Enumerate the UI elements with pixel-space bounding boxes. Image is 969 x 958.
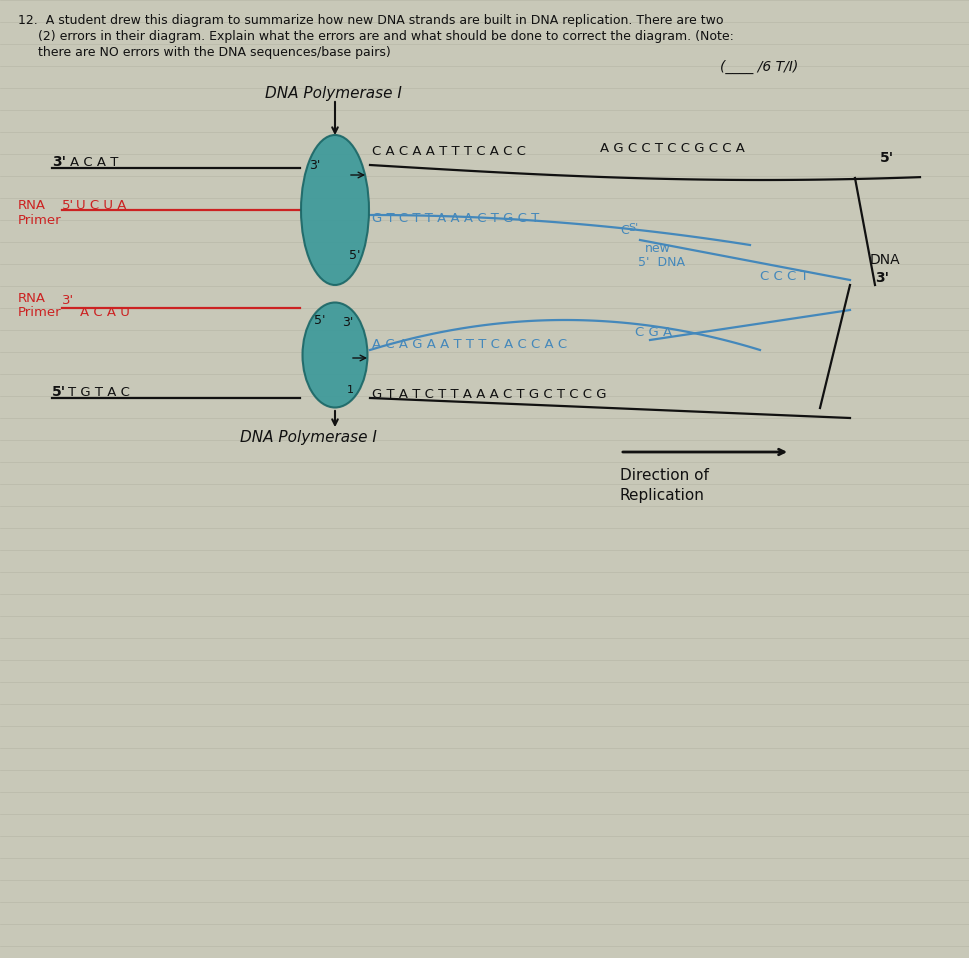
Text: A C A U: A C A U [80,306,130,318]
Text: 3': 3' [52,155,66,169]
Text: Direction of: Direction of [620,468,709,483]
Text: A C A G A A T T T C A C C A C: A C A G A A T T T C A C C A C [372,337,567,351]
Text: RNA: RNA [18,198,46,212]
Text: C A C A A T T T C A C C: C A C A A T T T C A C C [372,145,526,158]
Text: C G A: C G A [635,326,672,338]
Text: 5': 5' [349,248,360,262]
Text: 5': 5' [880,151,894,165]
Ellipse shape [301,135,369,285]
Text: 5'  DNA: 5' DNA [638,256,685,268]
Text: Primer: Primer [18,307,62,320]
Text: G T C T T A A A C T G C T: G T C T T A A A C T G C T [372,212,540,224]
Text: 3': 3' [875,271,889,285]
Text: T G T A C: T G T A C [68,385,130,399]
Text: 5': 5' [52,385,66,399]
Text: 3': 3' [62,293,74,307]
Text: C C C T: C C C T [760,270,808,284]
Text: 1: 1 [347,385,354,395]
Text: RNA: RNA [18,291,46,305]
Ellipse shape [302,303,367,407]
Text: DNA Polymerase I: DNA Polymerase I [240,430,377,445]
Text: Replication: Replication [620,488,704,503]
Text: DNA: DNA [870,253,900,267]
Text: 3': 3' [342,315,354,329]
Text: there are NO errors with the DNA sequences/base pairs): there are NO errors with the DNA sequenc… [18,46,391,59]
Text: 5': 5' [314,313,326,327]
Text: 3': 3' [309,158,321,171]
Text: 12.  A student drew this diagram to summarize how new DNA strands are built in D: 12. A student drew this diagram to summa… [18,14,724,27]
Text: new: new [645,241,671,255]
Text: U C U A: U C U A [76,198,126,212]
Text: Primer: Primer [18,214,62,226]
Text: A C A T: A C A T [70,155,118,169]
Text: C: C [620,223,629,237]
Text: (2) errors in their diagram. Explain what the errors are and what should be done: (2) errors in their diagram. Explain wha… [18,30,734,43]
Text: S': S' [628,223,639,233]
Text: DNA Polymerase I: DNA Polymerase I [265,86,402,101]
Text: (____ /6 T/I): (____ /6 T/I) [720,60,798,74]
Text: 5': 5' [62,198,74,212]
Text: A G C C T C C G C C A: A G C C T C C G C C A [600,142,745,155]
Text: G T A T C T T A A A C T G C T C C G: G T A T C T T A A A C T G C T C C G [372,387,607,400]
